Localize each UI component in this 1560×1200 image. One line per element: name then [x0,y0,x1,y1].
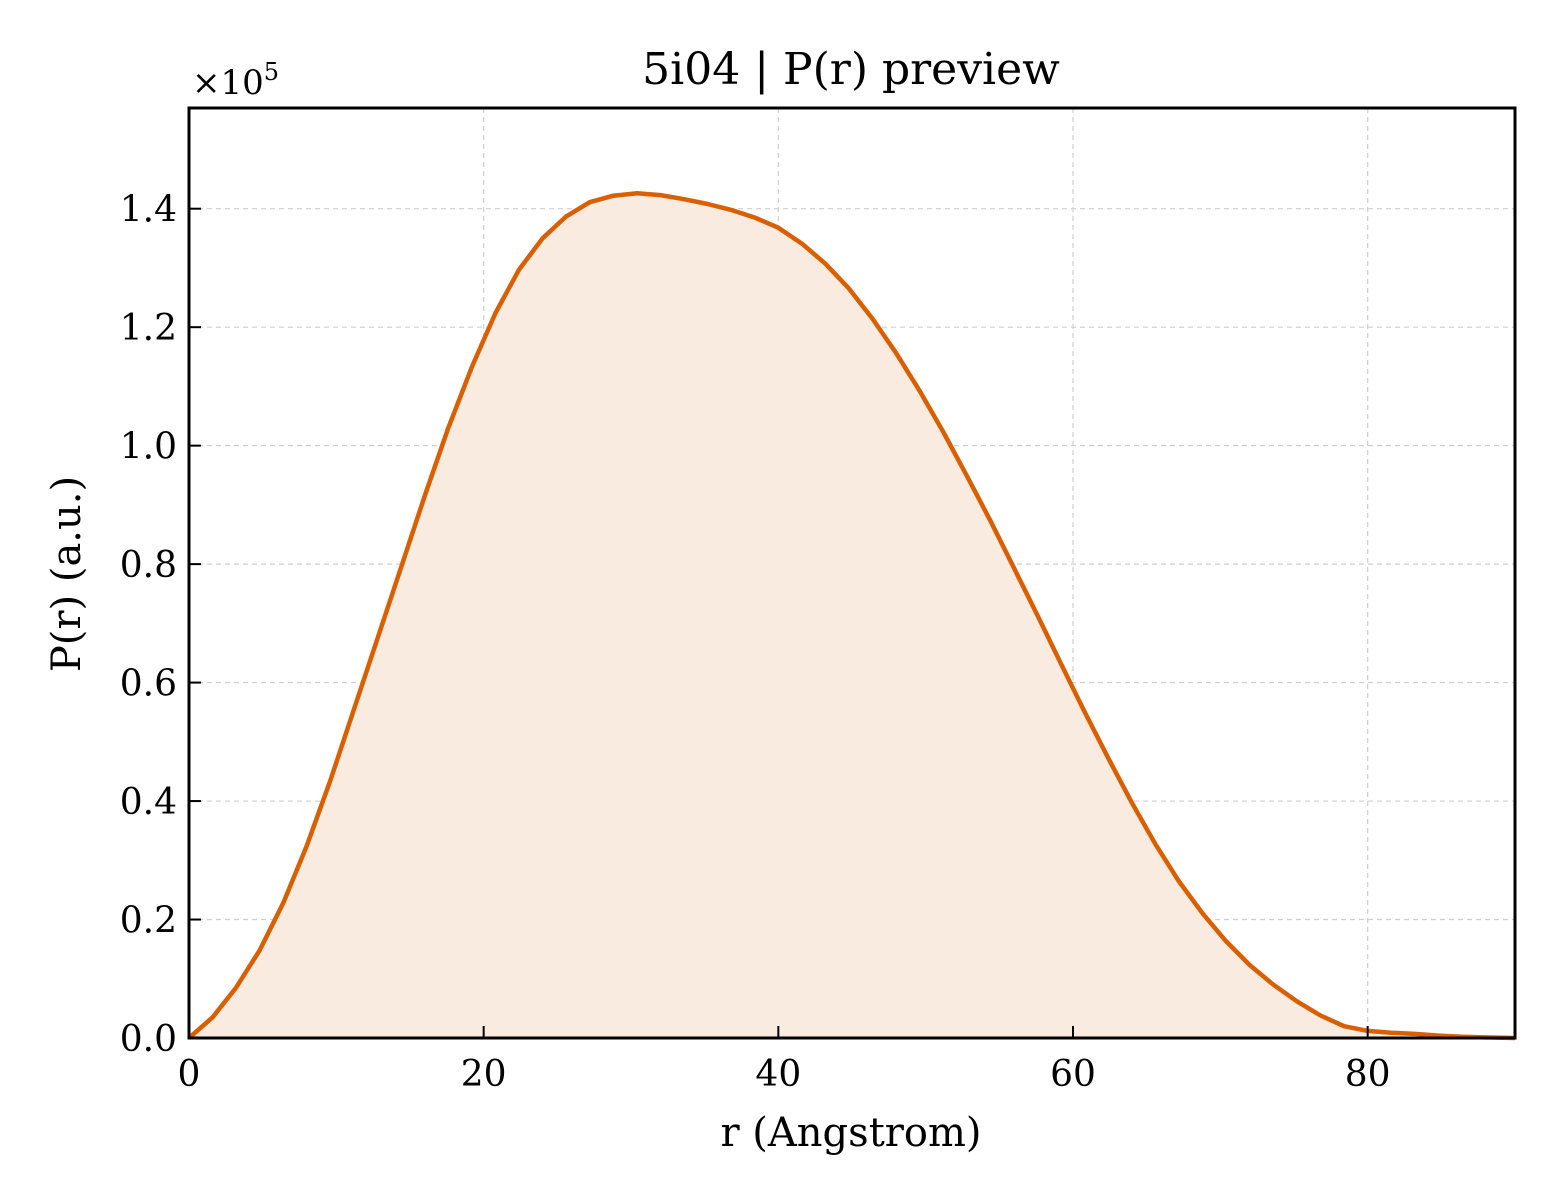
y-tick-label-3: 0.6 [120,664,177,705]
y-tick-label-0: 0.0 [120,1019,177,1060]
chart-title: 5i04 | P(r) preview [642,44,1060,95]
x-axis-label: r (Angstrom) [720,1110,981,1156]
x-tick-label-4: 80 [1345,1054,1391,1095]
series-line [187,191,1516,1041]
y-tick-label-1: 0.2 [120,901,177,942]
y-tick-label-6: 1.2 [120,308,177,349]
x-tick-label-2: 40 [755,1054,801,1095]
y-axis: 0.0 0.2 0.4 0.6 0.8 1.0 1.2 1.4 [120,190,201,1060]
y-tick-label-2: 0.4 [120,782,177,823]
y-axis-label: P(r) (a.u.) [44,476,90,672]
x-tick-label-1: 20 [461,1054,507,1095]
y-tick-label-4: 0.8 [120,545,177,586]
x-tick-label-0: 0 [178,1054,201,1095]
y-tick-label-5: 1.0 [120,427,177,468]
plot-frame [187,106,1517,1040]
y-scale-multiplier: ×105 [192,58,279,103]
x-tick-label-3: 60 [1050,1054,1096,1095]
area-fill [189,193,1515,1039]
x-axis: 0 20 40 60 80 [178,1026,1391,1095]
y-tick-label-7: 1.4 [120,190,177,231]
